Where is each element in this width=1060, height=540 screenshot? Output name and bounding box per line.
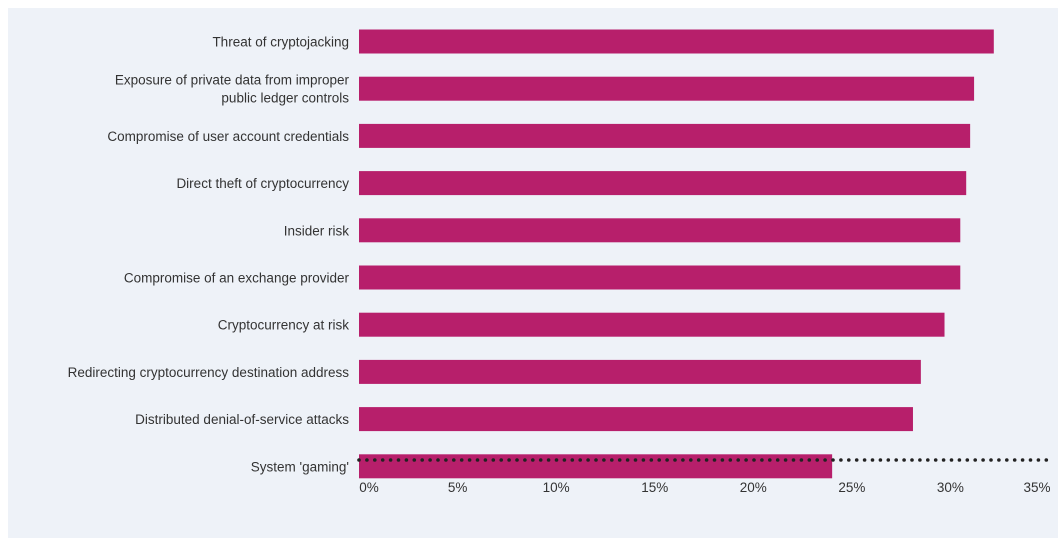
bar-chart: Threat of cryptojacking Exposure of priva… xyxy=(68,29,1051,495)
category-label-8: Distributed denial-of-service attacks xyxy=(135,412,349,427)
bar-7 xyxy=(359,359,921,384)
category-label-7: Redirecting cryptocurrency destination a… xyxy=(68,365,350,380)
category-label-9: System 'gaming' xyxy=(251,459,349,474)
bar-2 xyxy=(359,123,971,148)
x-tick-label-7: 35% xyxy=(1023,480,1050,495)
bar-5 xyxy=(359,265,961,290)
x-tick-label-2: 10% xyxy=(543,480,570,495)
category-label-5: Compromise of an exchange provider xyxy=(124,271,350,286)
category-label-1-line-0: Exposure of private data from improper xyxy=(115,73,350,88)
chart-panel: Threat of cryptojacking Exposure of priva… xyxy=(8,8,1058,538)
x-axis-dotted-line xyxy=(357,458,1049,462)
x-tick-label-1: 5% xyxy=(448,480,468,495)
bar-4 xyxy=(359,218,961,243)
bar-8 xyxy=(359,407,913,432)
category-label-2: Compromise of user account credentials xyxy=(107,129,349,144)
category-label-0: Threat of cryptojacking xyxy=(212,35,349,50)
bar-3 xyxy=(359,171,967,196)
bar-6 xyxy=(359,312,945,337)
category-label-6: Cryptocurrency at risk xyxy=(218,318,350,333)
x-tick-label-6: 30% xyxy=(937,480,964,495)
bar-0 xyxy=(359,29,994,54)
category-label-3: Direct theft of cryptocurrency xyxy=(176,176,349,191)
x-tick-label-3: 15% xyxy=(641,480,668,495)
x-tick-label-5: 25% xyxy=(838,480,865,495)
bar-9 xyxy=(359,454,833,479)
x-tick-label-4: 20% xyxy=(740,480,767,495)
bar-1 xyxy=(359,76,975,101)
x-tick-label-0: 0% xyxy=(359,480,379,495)
category-label-4: Insider risk xyxy=(284,223,350,238)
category-label-1-line-1: public ledger controls xyxy=(221,91,349,106)
